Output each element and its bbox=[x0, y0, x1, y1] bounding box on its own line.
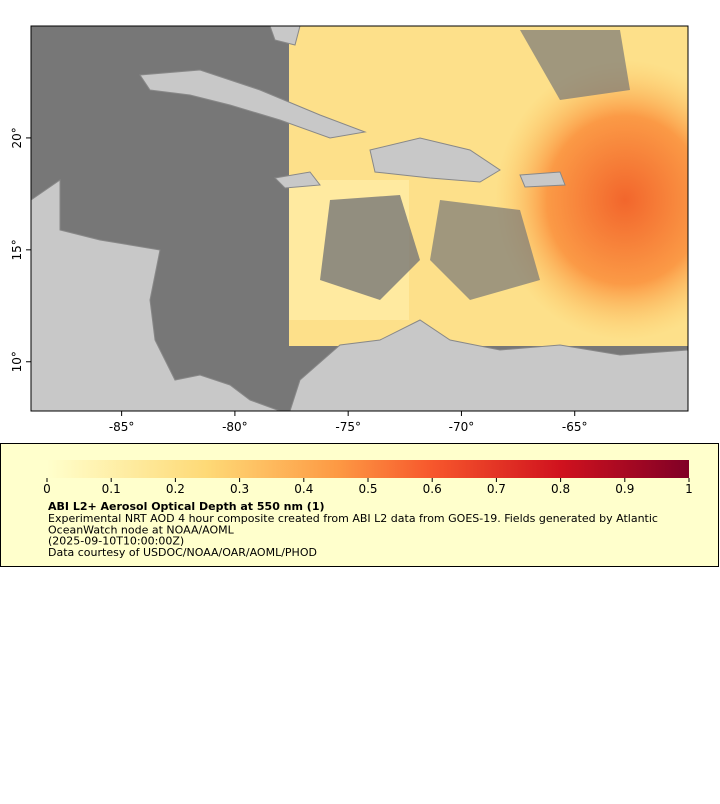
colorbar-tick-label: 0.8 bbox=[551, 482, 570, 496]
aod-plume bbox=[495, 60, 688, 340]
colorbar bbox=[47, 460, 689, 478]
colorbar-tick-label: 0 bbox=[43, 482, 51, 496]
colorbar-tick-label: 0.3 bbox=[230, 482, 249, 496]
cloud-gap bbox=[430, 200, 540, 300]
colorbar-tick-label: 0.9 bbox=[615, 482, 634, 496]
lon-tick-label: -80° bbox=[222, 420, 248, 434]
colorbar-tick-label: 0.1 bbox=[102, 482, 121, 496]
lat-tick-label: 15° bbox=[10, 239, 24, 260]
jamaica bbox=[273, 171, 321, 189]
florida bbox=[269, 26, 301, 46]
legend-line: Experimental NRT AOD 4 hour composite cr… bbox=[48, 512, 658, 525]
legend-line: OceanWatch node at NOAA/AOML bbox=[48, 523, 235, 536]
legend-line: (2025-09-10T10:00:00Z) bbox=[48, 535, 184, 548]
puerto-rico bbox=[519, 171, 566, 188]
legend-line: Data courtesy of USDOC/NOAA/OAR/AOML/PHO… bbox=[48, 546, 317, 559]
colorbar-tick-label: 0.2 bbox=[166, 482, 185, 496]
lon-tick-label: -85° bbox=[109, 420, 135, 434]
colorbar-tick-label: 0.5 bbox=[358, 482, 377, 496]
central-america bbox=[31, 179, 281, 411]
cloud-gap bbox=[320, 195, 420, 300]
south-america bbox=[289, 319, 688, 411]
cloud-gap bbox=[520, 30, 630, 100]
colorbar-tick-label: 1 bbox=[685, 482, 693, 496]
lat-tick-label: 20° bbox=[10, 127, 24, 148]
lat-tick-label: 10° bbox=[10, 351, 24, 372]
lon-tick-label: -65° bbox=[562, 420, 588, 434]
colorbar-tick-label: 0.7 bbox=[487, 482, 506, 496]
cuba bbox=[139, 69, 367, 139]
hispaniola bbox=[369, 137, 501, 183]
axes: -85° -80° -75° -70° -65° 10° 15° 20° bbox=[10, 127, 588, 434]
lon-tick-label: -75° bbox=[335, 420, 361, 434]
legend-title: ABI L2+ Aerosol Optical Depth at 550 nm … bbox=[48, 500, 325, 513]
colorbar-tick-label: 0.4 bbox=[294, 482, 313, 496]
legend: ABI L2+ Aerosol Optical Depth at 550 nm … bbox=[43, 460, 693, 559]
lon-tick-label: -70° bbox=[449, 420, 475, 434]
map bbox=[31, 26, 688, 411]
colorbar-tick-label: 0.6 bbox=[423, 482, 442, 496]
map-frame bbox=[30, 25, 689, 412]
